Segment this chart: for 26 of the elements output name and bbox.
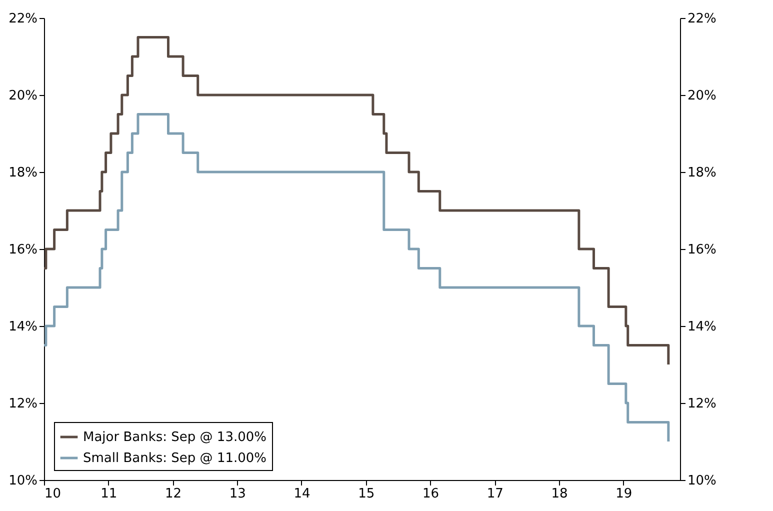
y-tick-label: 16%: [8, 242, 38, 258]
y2-tick-label: 10%: [688, 474, 716, 488]
x-tick-label: 12: [164, 486, 182, 502]
x-tick-label: 19: [616, 486, 632, 502]
x-tick-label: 15: [358, 486, 375, 502]
y2-tick-label: 14%: [688, 320, 716, 334]
x-tick-label: 16: [422, 486, 440, 502]
y-tick-label: 20%: [8, 88, 38, 104]
y-tick-label: 12%: [8, 396, 38, 412]
y2-tick-label: 22%: [688, 12, 716, 26]
x-tick-label: 13: [229, 486, 246, 502]
x-tick-label: 14: [294, 486, 310, 502]
x-tick-label: 18: [551, 486, 568, 502]
y2-tick-label: 12%: [688, 396, 716, 412]
y2-tick-label: 20%: [688, 88, 716, 104]
y-tick-label: 10%: [8, 474, 38, 488]
y-tick-label: 14%: [8, 320, 38, 334]
y-tick-label: 22%: [8, 12, 38, 26]
x-tick-label: 10: [44, 486, 62, 502]
y2-tick-label: 16%: [688, 242, 716, 258]
x-tick-label: 17: [486, 486, 504, 502]
legend-label: Major Banks: Sep @ 13.00%: [83, 430, 266, 445]
legend-label: Small Banks: Sep @ 11.00%: [83, 451, 267, 466]
y2-tick-label: 18%: [688, 166, 716, 180]
x-tick-label: 11: [100, 486, 118, 502]
y-tick-label: 18%: [8, 166, 38, 180]
